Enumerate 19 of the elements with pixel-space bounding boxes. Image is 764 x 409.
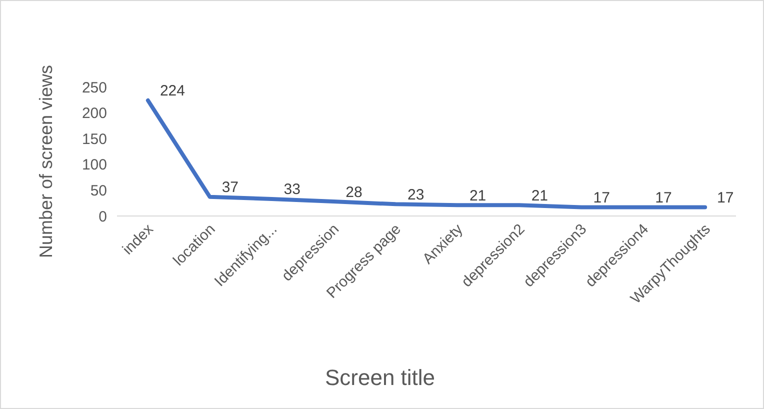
y-tick-label: 0 [98, 208, 107, 226]
data-label: 21 [531, 187, 548, 204]
data-label: 17 [717, 189, 734, 206]
data-label: 37 [222, 179, 239, 196]
data-label: 33 [284, 181, 300, 198]
data-label: 21 [469, 187, 486, 204]
y-tick-label: 250 [82, 79, 107, 96]
y-tick-label: 200 [82, 105, 107, 122]
data-label: 17 [655, 189, 672, 206]
y-axis-title: Number of screen views [36, 64, 56, 258]
data-label: 23 [408, 186, 424, 204]
y-tick-label: 150 [82, 130, 107, 148]
data-label: 224 [160, 82, 185, 100]
y-tick-label: 100 [82, 156, 107, 174]
y-tick-label: 50 [90, 182, 107, 200]
data-label: 17 [593, 189, 610, 206]
data-label: 28 [346, 184, 362, 201]
line-series [146, 98, 708, 210]
x-axis-title: Screen title [324, 365, 436, 390]
